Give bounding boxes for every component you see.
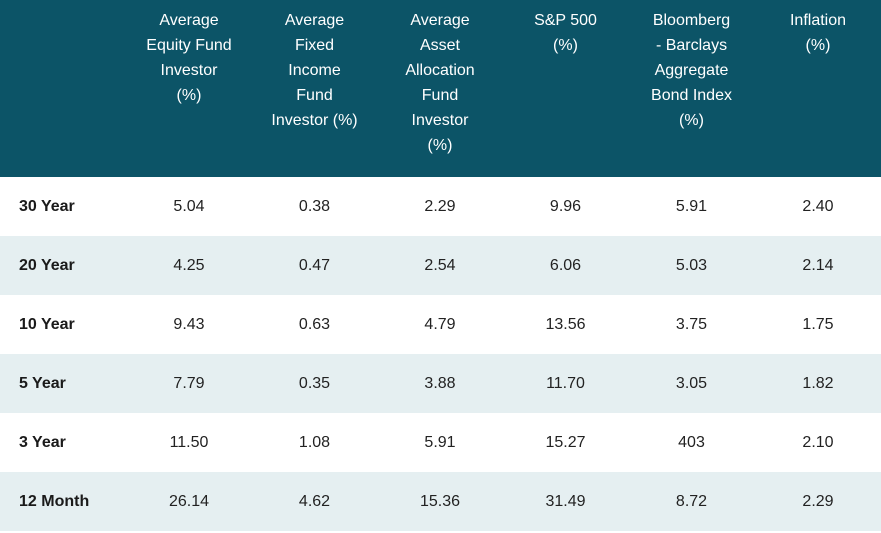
sp500-cell: 15.27 [545, 433, 586, 451]
bond-index-cell: 3.75 [675, 315, 708, 333]
equity-cell: 5.04 [173, 197, 205, 215]
bond-index-cell: 3.05 [675, 374, 708, 392]
table-row: 30 Year 5.04 0.38 2.29 9.96 5.91 2.40 [0, 177, 881, 236]
sp500-cell: 9.96 [549, 197, 582, 215]
fixed-income-cell: 0.47 [298, 256, 331, 274]
inflation-cell: 1.75 [802, 315, 834, 333]
header-label: Bloomberg - Barclays Aggregate Bond Inde… [651, 12, 732, 129]
header-row: Average Equity Fund Investor (%) Average… [0, 0, 881, 177]
fixed-income-cell: 0.35 [298, 374, 331, 392]
fixed-income-cell: 0.63 [298, 315, 331, 333]
table-row: 20 Year 4.25 0.47 2.54 6.06 5.03 2.14 [0, 236, 881, 295]
asset-allocation-cell: 5.91 [424, 433, 456, 451]
sp500-cell: 6.06 [549, 256, 582, 274]
equity-cell: 9.43 [173, 315, 205, 333]
inflation-cell: 2.14 [802, 256, 834, 274]
table-header: Average Equity Fund Investor (%) Average… [0, 0, 881, 177]
asset-allocation-cell: 2.29 [424, 197, 456, 215]
bond-index-cell: 403 [678, 433, 705, 451]
equity-cell: 11.50 [169, 433, 209, 451]
header-label: Average Fixed Income Fund Investor (%) [271, 12, 358, 129]
inflation-cell: 2.40 [802, 197, 834, 215]
equity-cell: 7.79 [173, 374, 205, 392]
equity-cell: 4.25 [173, 256, 205, 274]
header-label: S&P 500 (%) [534, 12, 597, 54]
equity-cell: 26.14 [168, 492, 210, 510]
sp500-cell: 13.56 [545, 315, 586, 333]
header-label: Average Equity Fund Investor (%) [146, 12, 232, 104]
period-cell: 20 Year [19, 256, 75, 274]
table-body: 30 Year 5.04 0.38 2.29 9.96 5.91 2.40 20… [0, 177, 881, 531]
asset-allocation-cell: 4.79 [424, 315, 456, 333]
header-equity-fund-investor: Average Equity Fund Investor (%) [126, 0, 252, 177]
table-row: 3 Year 11.50 1.08 5.91 15.27 403 2.10 [0, 413, 881, 472]
inflation-cell: 2.29 [802, 492, 834, 510]
asset-allocation-cell: 3.88 [424, 374, 456, 392]
header-period [0, 0, 126, 177]
header-sp500: S&P 500 (%) [503, 0, 628, 177]
inflation-cell: 1.82 [802, 374, 834, 392]
header-inflation: Inflation (%) [755, 0, 881, 177]
period-cell: 10 Year [19, 315, 75, 333]
bond-index-cell: 5.03 [675, 256, 708, 274]
table-row: 12 Month 26.14 4.62 15.36 31.49 8.72 2.2… [0, 472, 881, 531]
sp500-cell: 11.70 [546, 374, 585, 392]
header-label: Average Asset Allocation Fund Investor (… [405, 12, 475, 154]
bond-index-cell: 8.72 [675, 492, 708, 510]
fixed-income-cell: 1.08 [298, 433, 331, 451]
period-cell: 5 Year [19, 374, 66, 392]
header-label: Inflation (%) [789, 12, 847, 54]
fixed-income-cell: 4.62 [298, 492, 331, 510]
period-cell: 12 Month [19, 492, 90, 510]
table-row: 5 Year 7.79 0.35 3.88 11.70 3.05 1.82 [0, 354, 881, 413]
bond-index-cell: 5.91 [675, 197, 708, 215]
asset-allocation-cell: 2.54 [424, 256, 456, 274]
header-asset-allocation-fund-investor: Average Asset Allocation Fund Investor (… [377, 0, 503, 177]
header-fixed-income-fund-investor: Average Fixed Income Fund Investor (%) [252, 0, 377, 177]
fixed-income-cell: 0.38 [298, 197, 331, 215]
header-bond-index: Bloomberg - Barclays Aggregate Bond Inde… [628, 0, 755, 177]
inflation-cell: 2.10 [802, 433, 834, 451]
asset-allocation-cell: 15.36 [419, 492, 461, 510]
period-cell: 30 Year [19, 197, 75, 215]
table-row: 10 Year 9.43 0.63 4.79 13.56 3.75 1.75 [0, 295, 881, 354]
period-cell: 3 Year [19, 433, 66, 451]
sp500-cell: 31.49 [545, 492, 586, 510]
